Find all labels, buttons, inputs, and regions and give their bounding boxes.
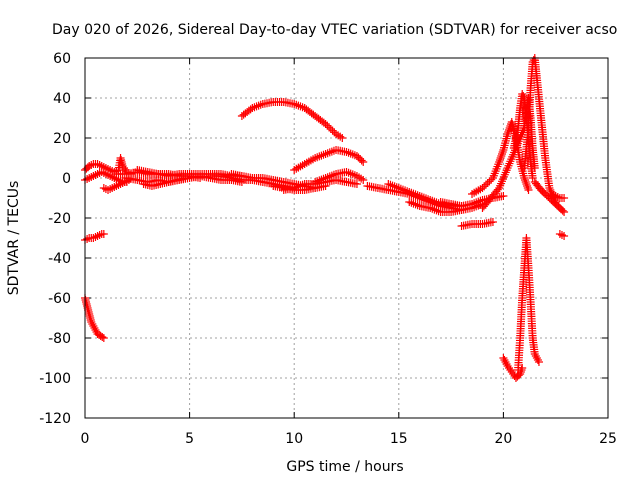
y-tick-label: -120 [39,411,71,427]
data-point [481,180,490,189]
y-tick-label: -80 [48,331,71,347]
y-tick-label: -20 [48,211,71,227]
data-point [503,130,512,138]
data-point [545,184,554,192]
data-point [546,186,555,194]
data-point [328,126,337,135]
data-point [533,356,542,364]
data-point [99,334,108,342]
data-point [357,156,366,165]
y-tick-label: 60 [53,51,71,67]
y-tick-label: -60 [48,291,71,307]
y-tick-label: 20 [53,131,71,147]
data-point [557,231,566,239]
data-point [519,92,528,100]
x-axis-label: GPS time / hours [286,459,403,475]
x-tick-label: 10 [285,431,303,447]
plot-frame [84,57,609,419]
data-point [99,184,108,192]
x-tick-label: 15 [390,431,408,447]
x-tick-labels: 0 5 10 15 20 25 [81,431,617,447]
data-point [560,194,569,202]
data-point [359,158,368,166]
data-point [196,174,205,182]
data-point [98,333,107,341]
data-point [521,176,530,184]
series-arc-04 [81,230,108,244]
series-arc-25 [499,354,527,382]
x-tick-label: 20 [494,431,512,447]
y-tick-label: -40 [48,251,71,267]
data-point [326,125,335,133]
data-point [504,126,513,134]
y-axis-label: SDTVAR / TECUs [6,181,22,296]
data-point [338,134,347,142]
data-point [496,154,505,162]
data-point [181,174,190,182]
data-point [504,128,513,136]
data-point [555,230,564,238]
data-marks [81,54,569,382]
data-point [325,123,334,132]
y-tick-label: 0 [62,171,71,187]
x-tick-label: 0 [81,431,90,447]
data-point [521,178,530,186]
data-point [523,184,532,192]
series-arc-29 [547,190,569,202]
data-point [485,177,494,186]
series-arc-28 [530,178,569,216]
data-point [323,121,332,130]
data-point [522,180,531,188]
data-point [321,182,330,190]
chart-title: Day 020 of 2026, Sidereal Day-to-day VTE… [52,22,617,38]
series-arc-15 [311,168,368,186]
data-point [359,176,368,184]
series-arc-27 [520,54,560,206]
series-arc-12 [237,98,347,142]
series-arc-21 [457,218,497,230]
series-arc-30 [555,230,569,240]
x-tick-label: 5 [185,431,194,447]
data-point [352,180,361,188]
series-arc-17 [363,182,466,214]
data-point [523,182,532,190]
data-point [560,208,569,216]
data-point [497,152,506,160]
data-point [83,235,92,243]
data-point [488,218,497,226]
series-arc-05 [81,294,108,342]
data-point [93,232,102,240]
data-point [498,148,507,156]
data-point [499,192,508,200]
data-point [501,358,510,366]
series-arc-08 [133,166,205,182]
series-arc-09 [139,174,190,190]
data-point [560,232,569,240]
data-point [480,182,489,191]
data-point [534,358,543,366]
data-point [520,174,529,182]
data-point [478,184,487,192]
y-tick-label: -100 [39,371,71,387]
data-point [321,120,330,128]
data-point [483,179,492,187]
data-point [495,158,504,166]
y-tick-labels: -120 -100 -80 -60 -40 -20 0 20 40 60 [39,51,71,427]
data-point [524,186,533,194]
data-point [99,230,108,238]
data-point [558,206,567,215]
y-tick-label: 40 [53,91,71,107]
data-point [495,156,504,164]
series-arc-13 [290,146,368,174]
data-point [498,150,507,158]
series-arc-20 [436,192,508,210]
series-arc-26 [514,234,543,374]
series-arc-16 [269,182,330,194]
x-tick-label: 25 [599,431,617,447]
